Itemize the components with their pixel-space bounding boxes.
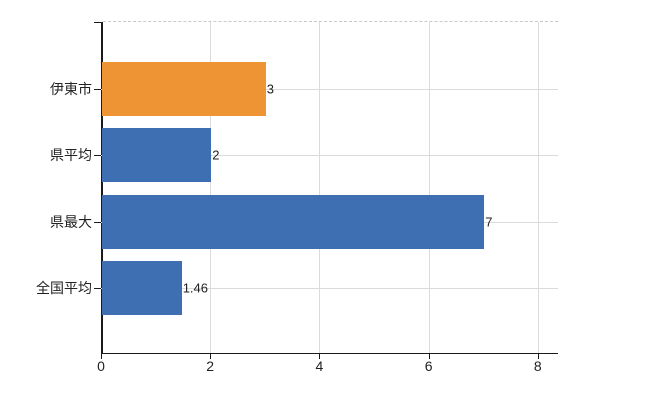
x-tick-label: 4 bbox=[315, 358, 324, 374]
x-axis-tick bbox=[101, 353, 102, 359]
bar bbox=[102, 260, 182, 315]
y-axis-tick bbox=[94, 287, 101, 289]
gridline-h bbox=[101, 287, 558, 289]
y-axis-line bbox=[101, 22, 103, 354]
gridline-v bbox=[210, 22, 212, 353]
x-tick-label: 2 bbox=[206, 358, 215, 374]
category-label: 県最大 bbox=[50, 213, 92, 230]
x-axis-tick bbox=[319, 353, 321, 359]
y-axis-tick bbox=[94, 22, 101, 23]
bar-value-label: 3 bbox=[266, 81, 275, 97]
bar-value-label: 7 bbox=[485, 214, 493, 230]
bar-value-label: 1.46 bbox=[182, 280, 209, 296]
gridline-h bbox=[101, 155, 558, 157]
bar bbox=[102, 62, 266, 116]
category-label: 県平均 bbox=[50, 147, 92, 164]
x-axis-line bbox=[101, 352, 558, 354]
gridline-h bbox=[101, 89, 558, 90]
y-axis-tick bbox=[94, 221, 101, 223]
bar-value-label: 2 bbox=[212, 147, 220, 163]
x-tick-label: 6 bbox=[424, 358, 433, 374]
y-axis-tick bbox=[94, 89, 101, 90]
gridline-v bbox=[319, 22, 321, 353]
gridline-v bbox=[428, 22, 430, 353]
bar bbox=[102, 128, 212, 183]
x-axis-tick bbox=[537, 353, 539, 359]
x-tick-label: 0 bbox=[97, 358, 105, 374]
plot-top-border bbox=[103, 21, 558, 22]
y-axis-tick bbox=[94, 155, 101, 157]
x-tick-label: 8 bbox=[533, 358, 542, 374]
category-label: 全国平均 bbox=[36, 279, 92, 296]
bar bbox=[102, 194, 485, 249]
gridline-v bbox=[537, 22, 539, 353]
category-label: 伊東市 bbox=[50, 81, 92, 97]
x-axis-tick bbox=[210, 353, 212, 359]
x-axis-tick bbox=[428, 353, 430, 359]
